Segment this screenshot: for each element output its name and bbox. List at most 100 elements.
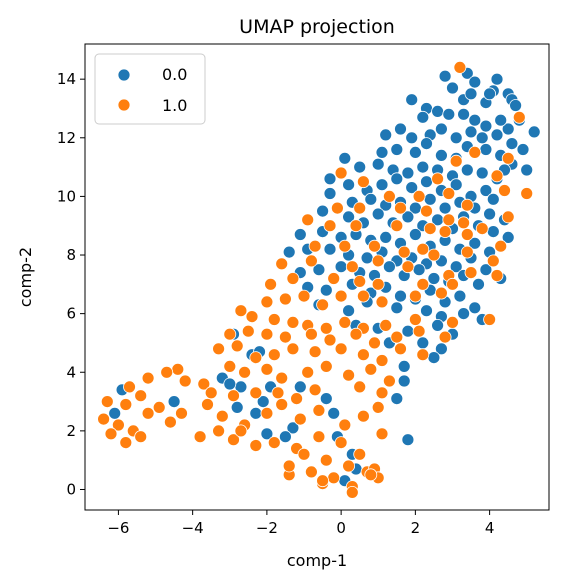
scatter-point-series-1-53 <box>447 278 459 290</box>
scatter-point-series-1-64 <box>246 311 258 323</box>
scatter-point-series-1-140 <box>194 431 206 443</box>
scatter-point-series-1-1 <box>513 111 525 123</box>
scatter-point-series-1-19 <box>421 205 433 217</box>
scatter-point-series-0-109 <box>283 246 295 258</box>
scatter-point-series-0-152 <box>458 308 470 320</box>
scatter-point-series-1-129 <box>276 399 288 411</box>
scatter-point-series-1-34 <box>398 246 410 258</box>
scatter-point-series-1-79 <box>305 328 317 340</box>
scatter-point-series-1-132 <box>339 419 351 431</box>
scatter-point-series-1-60 <box>376 296 388 308</box>
scatter-point-series-1-103 <box>302 366 314 378</box>
scatter-point-series-1-12 <box>432 173 444 185</box>
scatter-point-series-1-169 <box>317 475 329 487</box>
scatter-point-series-1-25 <box>350 220 362 232</box>
scatter-point-series-1-97 <box>172 363 184 375</box>
scatter-point-series-1-18 <box>395 202 407 214</box>
scatter-point-series-1-148 <box>354 448 366 460</box>
y-tick-label: 4 <box>66 363 76 381</box>
scatter-point-series-1-63 <box>235 305 247 317</box>
scatter-point-series-1-20 <box>443 214 455 226</box>
scatter-point-series-1-81 <box>350 328 362 340</box>
scatter-point-series-0-130 <box>428 273 440 285</box>
scatter-point-series-1-59 <box>357 290 369 302</box>
scatter-point-series-0-187 <box>398 375 410 387</box>
x-tick-label: 0 <box>336 519 346 537</box>
x-tick-label: −4 <box>182 519 204 537</box>
scatter-point-series-1-139 <box>164 416 176 428</box>
scatter-point-series-1-40 <box>305 255 317 267</box>
scatter-point-series-1-131 <box>313 404 325 416</box>
scatter-point-series-1-151 <box>120 437 132 449</box>
scatter-point-series-1-154 <box>298 448 310 460</box>
scatter-point-series-1-49 <box>328 273 340 285</box>
scatter-point-series-0-101 <box>380 231 392 243</box>
scatter-point-series-1-122 <box>135 390 147 402</box>
scatter-point-series-1-33 <box>369 240 381 252</box>
y-tick-label: 10 <box>57 187 76 205</box>
scatter-point-series-0-73 <box>365 193 377 205</box>
scatter-point-series-0-19 <box>469 114 481 126</box>
y-tick-label: 0 <box>66 480 76 498</box>
scatter-point-series-0-147 <box>343 305 355 317</box>
scatter-point-series-1-32 <box>339 240 351 252</box>
scatter-point-series-1-102 <box>276 372 288 384</box>
scatter-point-series-1-41 <box>346 261 358 273</box>
scatter-point-series-0-39 <box>421 138 433 150</box>
y-tick-label: 14 <box>57 70 76 88</box>
scatter-point-series-1-71 <box>380 319 392 331</box>
scatter-point-series-0-15 <box>432 105 444 117</box>
scatter-point-series-1-15 <box>502 211 514 223</box>
scatter-point-series-0-103 <box>409 229 421 241</box>
scatter-point-series-1-0 <box>454 61 466 73</box>
x-tick-label: 4 <box>485 519 495 537</box>
scatter-point-series-0-140 <box>395 290 407 302</box>
scatter-point-series-1-38 <box>487 255 499 267</box>
scatter-point-series-0-37 <box>391 144 403 156</box>
scatter-point-series-1-57 <box>317 299 329 311</box>
scatter-point-series-1-78 <box>279 331 291 343</box>
y-tick-label: 8 <box>66 246 76 264</box>
scatter-point-series-1-99 <box>224 360 236 372</box>
scatter-point-series-0-180 <box>294 381 306 393</box>
scatter-point-series-0-149 <box>391 302 403 314</box>
scatter-point-series-0-96 <box>294 229 306 241</box>
scatter-point-series-0-43 <box>480 144 492 156</box>
scatter-point-series-1-117 <box>309 384 321 396</box>
scatter-point-series-0-25 <box>380 129 392 141</box>
scatter-point-series-1-28 <box>439 226 451 238</box>
scatter-point-series-0-20 <box>480 120 492 132</box>
scatter-point-series-0-59 <box>324 173 336 185</box>
scatter-point-series-1-108 <box>124 381 136 393</box>
scatter-point-series-1-80 <box>324 334 336 346</box>
scatter-point-series-1-119 <box>376 387 388 399</box>
scatter-point-series-1-146 <box>313 431 325 443</box>
scatter-point-series-1-87 <box>231 340 243 352</box>
scatter-point-series-1-22 <box>476 223 488 235</box>
scatter-point-series-1-55 <box>279 293 291 305</box>
scatter-point-series-1-56 <box>298 290 310 302</box>
scatter-point-series-1-124 <box>176 407 188 419</box>
scatter-point-series-0-60 <box>343 179 355 191</box>
scatter-point-series-1-3 <box>469 146 481 158</box>
scatter-point-series-0-86 <box>372 208 384 220</box>
scatter-point-series-0-188 <box>402 434 414 446</box>
scatter-point-series-0-27 <box>406 132 418 144</box>
scatter-point-series-0-34 <box>506 138 518 150</box>
scatter-point-series-0-145 <box>469 302 481 314</box>
scatter-point-series-0-26 <box>395 123 407 135</box>
scatter-point-series-1-10 <box>383 190 395 202</box>
scatter-point-series-1-86 <box>213 343 225 355</box>
scatter-point-series-0-186 <box>391 393 403 405</box>
scatter-point-series-1-26 <box>391 220 403 232</box>
scatter-point-series-1-75 <box>224 328 236 340</box>
x-tick-label: −6 <box>107 519 129 537</box>
scatter-point-series-1-47 <box>265 278 277 290</box>
scatter-point-series-1-91 <box>309 346 321 358</box>
scatter-point-series-1-30 <box>495 240 507 252</box>
scatter-point-series-0-47 <box>339 152 351 164</box>
legend-box <box>95 54 205 124</box>
scatter-point-series-1-74 <box>484 314 496 326</box>
scatter-point-series-0-81 <box>484 208 496 220</box>
scatter-point-series-1-159 <box>305 466 317 478</box>
